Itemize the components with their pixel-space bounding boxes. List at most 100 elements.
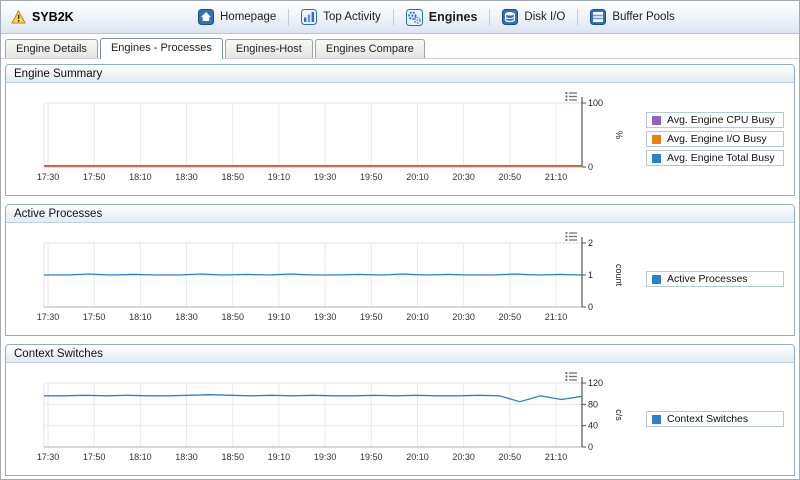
- svg-text:40: 40: [588, 421, 598, 431]
- nav-item-homepage[interactable]: Homepage: [187, 5, 287, 29]
- main-nav: Homepage Top Activity: [187, 5, 686, 30]
- svg-text:17:30: 17:30: [37, 312, 60, 322]
- tab-engines-host[interactable]: Engines-Host: [224, 39, 313, 58]
- tab-bar: Engine Details Engines - Processes Engin…: [1, 34, 799, 59]
- activity-chart-icon: [301, 9, 318, 25]
- legend-color-chip: [652, 115, 661, 125]
- panel-context-switches: Context Switches 17:30 17:50 18:10 18:30 18:…: [5, 344, 795, 476]
- legend-label: Context Switches: [667, 413, 749, 425]
- svg-text:20:10: 20:10: [406, 452, 429, 462]
- legend-label: Avg. Engine CPU Busy: [667, 114, 775, 126]
- svg-text:17:30: 17:30: [37, 452, 60, 462]
- svg-text:18:10: 18:10: [129, 452, 152, 462]
- svg-text:20:50: 20:50: [499, 452, 522, 462]
- svg-text:19:30: 19:30: [314, 312, 337, 322]
- nav-item-buffer-pools[interactable]: Buffer Pools: [579, 5, 685, 29]
- tab-engines-processes[interactable]: Engines - Processes: [99, 38, 223, 59]
- svg-text:1: 1: [588, 270, 593, 280]
- legend-label: Active Processes: [667, 273, 748, 285]
- svg-text:19:10: 19:10: [268, 312, 291, 322]
- svg-text:19:30: 19:30: [314, 172, 337, 182]
- legend-item[interactable]: Avg. Engine I/O Busy: [646, 131, 784, 147]
- chart-legend: Context Switches: [646, 411, 784, 427]
- legend-color-chip: [652, 134, 661, 144]
- svg-text:17:50: 17:50: [83, 312, 106, 322]
- svg-text:20:30: 20:30: [452, 452, 475, 462]
- svg-text:18:10: 18:10: [129, 312, 152, 322]
- svg-text:20:50: 20:50: [499, 172, 522, 182]
- nav-separator: [392, 8, 394, 26]
- svg-text:c/s: c/s: [614, 409, 624, 421]
- svg-text:19:50: 19:50: [360, 312, 383, 322]
- svg-text:20:30: 20:30: [452, 312, 475, 322]
- panel-active-processes: Active Processes 17:30 17:50 18:10 18:30 18:…: [5, 204, 795, 336]
- svg-text:120: 120: [588, 378, 603, 388]
- svg-text:21:10: 21:10: [545, 452, 568, 462]
- active-processes-plot: 17:30 17:50 18:10 18:30 18:50 19:10 19:30 19:50…: [37, 237, 624, 322]
- engines-gears-icon: [405, 8, 423, 26]
- buffer-pools-icon: [590, 9, 607, 25]
- svg-text:18:10: 18:10: [129, 172, 152, 182]
- tab-engines-compare[interactable]: Engines Compare: [314, 39, 425, 58]
- svg-text:100: 100: [588, 98, 603, 108]
- tab-engine-details[interactable]: Engine Details: [5, 39, 98, 58]
- legend-label: Avg. Engine I/O Busy: [667, 133, 767, 145]
- svg-text:19:50: 19:50: [360, 452, 383, 462]
- warning-icon: [11, 10, 26, 24]
- nav-label: Buffer Pools: [612, 11, 675, 23]
- chart-options-icon[interactable]: [565, 231, 578, 242]
- context-switches-chart: 17:30 17:50 18:10 18:30 18:50 19:10 19:30 19:50…: [37, 371, 646, 467]
- svg-text:18:50: 18:50: [221, 452, 244, 462]
- nav-item-disk-io[interactable]: Disk I/O: [491, 5, 576, 29]
- legend-label: Avg. Engine Total Busy: [667, 152, 775, 164]
- disk-icon: [502, 9, 519, 25]
- legend-item[interactable]: Avg. Engine Total Busy: [646, 150, 784, 166]
- svg-text:19:50: 19:50: [360, 172, 383, 182]
- svg-text:20:10: 20:10: [406, 172, 429, 182]
- svg-text:%: %: [614, 131, 624, 139]
- svg-text:count: count: [614, 264, 624, 287]
- chart-options-icon[interactable]: [565, 371, 578, 382]
- svg-text:18:30: 18:30: [175, 452, 198, 462]
- svg-text:17:50: 17:50: [83, 452, 106, 462]
- svg-text:20:30: 20:30: [452, 172, 475, 182]
- panel-engine-summary: Engine Summary 17:30 17:50 18:10 18:30 18:50…: [5, 64, 795, 196]
- svg-text:17:30: 17:30: [37, 172, 60, 182]
- panel-body: 17:30 17:50 18:10 18:30 18:50 19:10 19:30 19:50…: [6, 83, 794, 195]
- svg-text:17:50: 17:50: [83, 172, 106, 182]
- system-label-group: SYB2K: [1, 10, 187, 24]
- panel-title: Active Processes: [6, 205, 794, 223]
- nav-label: Homepage: [220, 11, 277, 23]
- panel-body: 17:30 17:50 18:10 18:30 18:50 19:10 19:30 19:50…: [6, 363, 794, 475]
- nav-label: Engines: [428, 10, 478, 24]
- legend-color-chip: [652, 414, 661, 424]
- svg-text:21:10: 21:10: [545, 312, 568, 322]
- panel-title: Context Switches: [6, 345, 794, 363]
- legend-item[interactable]: Avg. Engine CPU Busy: [646, 112, 784, 128]
- panel-title: Engine Summary: [6, 65, 794, 83]
- nav-label: Top Activity: [323, 11, 381, 23]
- svg-text:21:10: 21:10: [545, 172, 568, 182]
- chart-legend: Avg. Engine CPU Busy Avg. Engine I/O Busy…: [646, 112, 784, 166]
- panel-body: 17:30 17:50 18:10 18:30 18:50 19:10 19:30 19:50…: [6, 223, 794, 335]
- chart-options-icon[interactable]: [565, 91, 578, 102]
- svg-text:18:30: 18:30: [175, 172, 198, 182]
- svg-text:0: 0: [588, 302, 593, 312]
- nav-item-engines[interactable]: Engines: [395, 5, 489, 30]
- nav-label: Disk I/O: [524, 11, 566, 23]
- content-area: Engine Summary 17:30 17:50 18:10 18:30 18:50…: [1, 59, 799, 476]
- svg-text:19:10: 19:10: [268, 172, 291, 182]
- chart-legend: Active Processes: [646, 271, 784, 287]
- nav-item-top-activity[interactable]: Top Activity: [290, 5, 392, 29]
- nav-separator: [288, 8, 290, 26]
- svg-text:19:10: 19:10: [268, 452, 291, 462]
- legend-item[interactable]: Context Switches: [646, 411, 784, 427]
- home-icon: [198, 9, 214, 25]
- legend-color-chip: [652, 274, 661, 284]
- svg-text:18:50: 18:50: [221, 312, 244, 322]
- svg-text:18:30: 18:30: [175, 312, 198, 322]
- nav-separator: [577, 8, 579, 26]
- engine-summary-chart: 17:30 17:50 18:10 18:30 18:50 19:10 19:30 19:50…: [37, 91, 646, 187]
- legend-item[interactable]: Active Processes: [646, 271, 784, 287]
- nav-separator: [489, 8, 491, 26]
